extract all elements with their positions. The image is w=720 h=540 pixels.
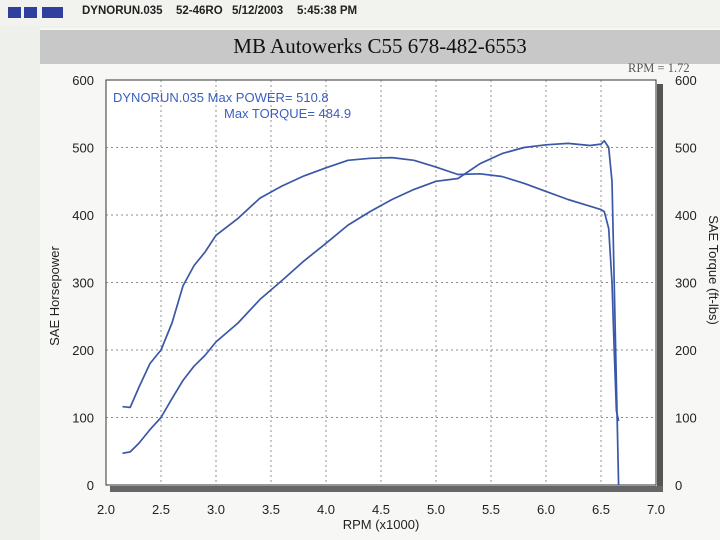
y-tick-label: 0 [87, 478, 94, 493]
header-time: 5:45:38 PM [297, 5, 358, 17]
banner-title: MB Autowerks C55 678-482-6553 [233, 34, 527, 58]
x-tick-label: 3.5 [262, 502, 280, 517]
x-tick-label: 4.5 [372, 502, 390, 517]
plot-shadow-bottom [110, 486, 663, 492]
header-filename: DYNORUN.035 [82, 5, 163, 17]
x-tick-label: 2.0 [97, 502, 115, 517]
y-right-tick-label: 500 [675, 141, 697, 156]
x-tick-label: 2.5 [152, 502, 170, 517]
series-line-power [122, 139, 620, 486]
y-tick-label: 300 [72, 276, 94, 291]
y-right-tick-label: 100 [675, 411, 697, 426]
x-tick-label: 5.0 [427, 502, 445, 517]
x-tick-label: 6.0 [537, 502, 555, 517]
logo-square-icon [8, 7, 21, 18]
annotation-line-1: DYNORUN.035 Max POWER= 510.8 [113, 90, 329, 105]
y-right-tick-labels: 0 100 200 300 400 500 600 [675, 73, 697, 493]
x-tick-label: 3.0 [207, 502, 225, 517]
y-tick-label: 600 [72, 73, 94, 88]
y-right-tick-label: 300 [675, 276, 697, 291]
header-code: 52-46RO [176, 5, 223, 17]
y-tick-label: 500 [72, 141, 94, 156]
y-right-tick-label: 600 [675, 73, 697, 88]
plot-shadow-right [657, 84, 663, 492]
y-tick-labels: 0 100 200 300 400 500 600 [72, 73, 94, 493]
x-tick-label: 7.0 [647, 502, 665, 517]
y-right-tick-label: 200 [675, 343, 697, 358]
y-tick-label: 100 [72, 411, 94, 426]
logo-square-icon [24, 7, 37, 18]
annotation-line-2: Max TORQUE= 484.9 [224, 106, 351, 121]
logo-square-icon [42, 7, 63, 18]
x-axis-label: RPM (x1000) [343, 517, 420, 532]
rpm-note: RPM = 1.72 [628, 61, 690, 75]
y-right-tick-label: 400 [675, 208, 697, 223]
y-tick-label: 200 [72, 343, 94, 358]
header-date: 5/12/2003 [232, 5, 284, 17]
x-tick-labels: 2.0 2.5 3.0 3.5 4.0 4.5 5.0 5.5 6.0 6.5 7.0 [97, 502, 665, 517]
window-header: DYNORUN.035 52-46RO 5/12/2003 5:45:38 PM [0, 0, 720, 26]
grid-lines [106, 80, 656, 485]
y-tick-label: 400 [72, 208, 94, 223]
y-axis-label: SAE Horsepower [47, 245, 62, 345]
y-right-tick-label: 0 [675, 478, 682, 493]
x-tick-label: 4.0 [317, 502, 335, 517]
title-banner [40, 30, 720, 64]
series-lines [122, 139, 620, 486]
x-tick-label: 6.5 [592, 502, 610, 517]
x-tick-label: 5.5 [482, 502, 500, 517]
y-right-axis-label: SAE Torque (ft-lbs) [706, 215, 720, 325]
series-line-torque [122, 156, 620, 422]
